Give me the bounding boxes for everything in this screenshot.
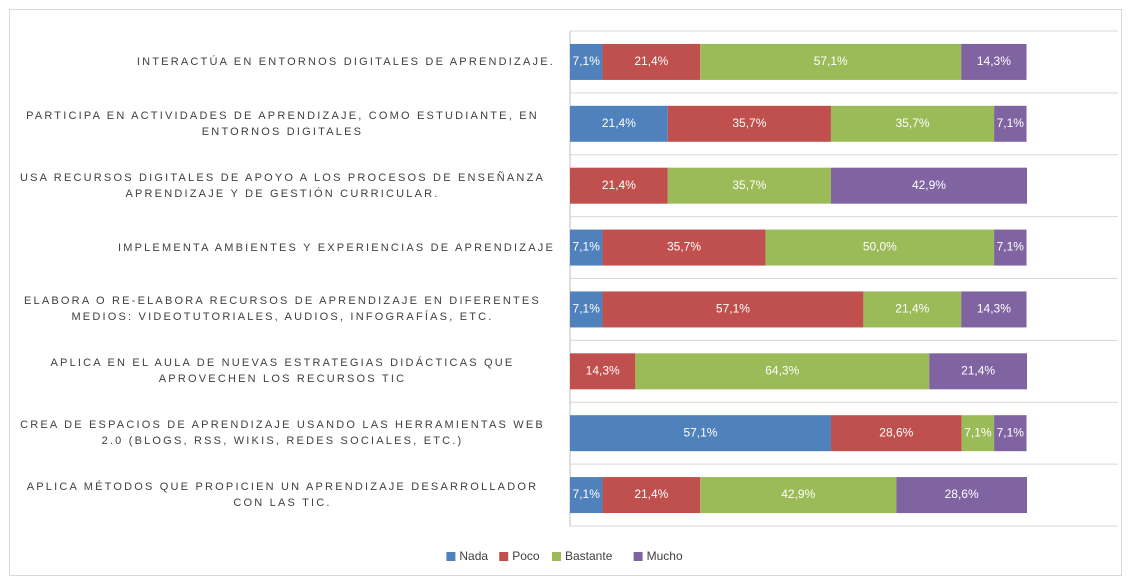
- bar-segment: [602, 291, 864, 328]
- bar-segment: [570, 229, 603, 266]
- category-label: USA RECURSOS DIGITALES DE APOYO A LOS PR…: [0, 156, 555, 216]
- bar-segment: [994, 229, 1027, 266]
- bar-segment: [994, 415, 1027, 452]
- value-label: 50,0%: [863, 240, 897, 254]
- bar-segment: [994, 105, 1027, 142]
- value-label: 35,7%: [896, 116, 930, 130]
- bar-segment: [602, 43, 701, 80]
- category-text: INTERACTÚA EN ENTORNOS DIGITALES DE APRE…: [136, 55, 555, 68]
- category-label: CREA DE ESPACIOS DE APRENDIZAJE USANDO L…: [0, 403, 555, 463]
- bar-segment: [570, 43, 603, 80]
- bar-segment: [896, 477, 1027, 514]
- bar-segment: [570, 477, 603, 514]
- bar-segment: [667, 105, 831, 142]
- value-label: 14,3%: [977, 54, 1011, 68]
- category-text: APLICA EN EL AULA DE NUEVAS ESTRATEGIAS …: [50, 357, 515, 386]
- bar-segment: [570, 415, 831, 452]
- bar-segment: [830, 105, 995, 142]
- value-label: 7,1%: [997, 240, 1025, 254]
- category-text: IMPLEMENTA AMBIENTES Y EXPERIENCIAS DE A…: [117, 241, 555, 254]
- bar-segment: [700, 43, 962, 80]
- category-text: APLICA MÉTODOS QUE PROPICIEN UN APRENDIZ…: [26, 481, 539, 510]
- legend-swatch: [499, 552, 509, 561]
- bar-segment: [863, 291, 962, 328]
- value-label: 57,1%: [716, 302, 750, 316]
- bar-segment: [765, 229, 995, 266]
- category-text: USA RECURSOS DIGITALES DE APOYO A LOS PR…: [19, 171, 546, 200]
- legend-label: Nada: [459, 549, 488, 563]
- value-label: 14,3%: [977, 302, 1011, 316]
- legend-swatch: [552, 552, 561, 561]
- bar-segment: [700, 477, 897, 514]
- legend-label: Mucho: [647, 549, 683, 563]
- bar-segment: [602, 229, 766, 266]
- value-label: 21,4%: [895, 302, 929, 316]
- category-label: INTERACTÚA EN ENTORNOS DIGITALES DE APRE…: [0, 32, 555, 92]
- bar-segment: [602, 477, 701, 514]
- category-text: CREA DE ESPACIOS DE APRENDIZAJE USANDO L…: [20, 419, 545, 448]
- legend-swatch: [633, 552, 643, 561]
- bar-segment: [667, 167, 831, 204]
- value-label: 7,1%: [573, 302, 601, 316]
- bar-segment: [570, 353, 636, 390]
- value-label: 57,1%: [683, 425, 717, 439]
- value-label: 21,4%: [602, 116, 636, 130]
- bar-segment: [830, 415, 962, 452]
- category-text: ELABORA O RE-ELABORA RECURSOS DE APRENDI…: [24, 295, 541, 324]
- value-label: 7,1%: [997, 116, 1025, 130]
- chart-border: [9, 9, 1122, 576]
- bar-segment: [961, 291, 1027, 328]
- value-label: 7,1%: [573, 487, 601, 501]
- bar-segment: [961, 43, 1027, 80]
- legend-label: Poco: [512, 549, 540, 563]
- category-label: IMPLEMENTA AMBIENTES Y EXPERIENCIAS DE A…: [0, 218, 555, 278]
- legend-label: Bastante: [565, 549, 613, 563]
- value-label: 7,1%: [997, 425, 1025, 439]
- bar-segment: [570, 105, 668, 142]
- value-label: 7,1%: [573, 240, 601, 254]
- category-text: PARTICIPA EN ACTIVIDADES DE APRENDIZAJE,…: [26, 109, 539, 138]
- value-label: 35,7%: [667, 240, 701, 254]
- value-label: 42,9%: [781, 487, 815, 501]
- value-label: 7,1%: [964, 425, 992, 439]
- value-label: 14,3%: [586, 363, 620, 377]
- value-label: 21,4%: [634, 487, 668, 501]
- value-label: 42,9%: [912, 178, 946, 192]
- bar-segment: [570, 167, 668, 204]
- category-label: APLICA EN EL AULA DE NUEVAS ESTRATEGIAS …: [0, 341, 555, 401]
- value-label: 21,4%: [961, 363, 995, 377]
- bar-segment: [830, 167, 1027, 204]
- category-label: PARTICIPA EN ACTIVIDADES DE APRENDIZAJE,…: [0, 94, 555, 154]
- bar-segment: [929, 353, 1027, 390]
- value-label: 28,6%: [879, 425, 913, 439]
- value-label: 35,7%: [732, 178, 766, 192]
- value-label: 28,6%: [945, 487, 979, 501]
- bar-segment: [961, 415, 995, 452]
- value-label: 35,7%: [732, 116, 766, 130]
- bar-segment: [570, 291, 603, 328]
- value-label: 57,1%: [814, 54, 848, 68]
- value-label: 64,3%: [765, 363, 799, 377]
- value-label: 21,4%: [602, 178, 636, 192]
- bar-segment: [635, 353, 930, 390]
- legend-swatch: [446, 552, 456, 561]
- value-label: 7,1%: [573, 54, 601, 68]
- category-label: ELABORA O RE-ELABORA RECURSOS DE APRENDI…: [0, 279, 555, 339]
- value-label: 21,4%: [634, 54, 668, 68]
- category-label: APLICA MÉTODOS QUE PROPICIEN UN APRENDIZ…: [0, 465, 555, 525]
